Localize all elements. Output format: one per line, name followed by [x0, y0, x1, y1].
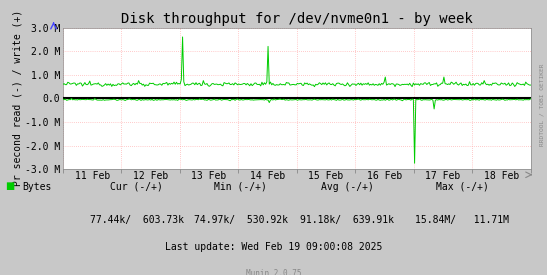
Text: ■: ■: [5, 182, 15, 191]
Text: Munin 2.0.75: Munin 2.0.75: [246, 270, 301, 275]
Text: 74.97k/  530.92k: 74.97k/ 530.92k: [194, 214, 288, 224]
Text: Last update: Wed Feb 19 09:00:08 2025: Last update: Wed Feb 19 09:00:08 2025: [165, 242, 382, 252]
Title: Disk throughput for /dev/nvme0n1 - by week: Disk throughput for /dev/nvme0n1 - by we…: [121, 12, 473, 26]
Text: 77.44k/  603.73k: 77.44k/ 603.73k: [90, 214, 184, 224]
Y-axis label: Pr second read (-) / write (+): Pr second read (-) / write (+): [12, 10, 22, 186]
Text: RRDTOOL / TOBI OETIKER: RRDTOOL / TOBI OETIKER: [539, 63, 544, 146]
Text: Cur (-/+): Cur (-/+): [110, 182, 163, 191]
Text: Min (-/+): Min (-/+): [214, 182, 267, 191]
Text: 15.84M/   11.71M: 15.84M/ 11.71M: [415, 214, 509, 224]
Text: 91.18k/  639.91k: 91.18k/ 639.91k: [300, 214, 394, 224]
Text: Bytes: Bytes: [22, 182, 51, 191]
Text: Max (-/+): Max (-/+): [436, 182, 488, 191]
Text: Avg (-/+): Avg (-/+): [321, 182, 374, 191]
